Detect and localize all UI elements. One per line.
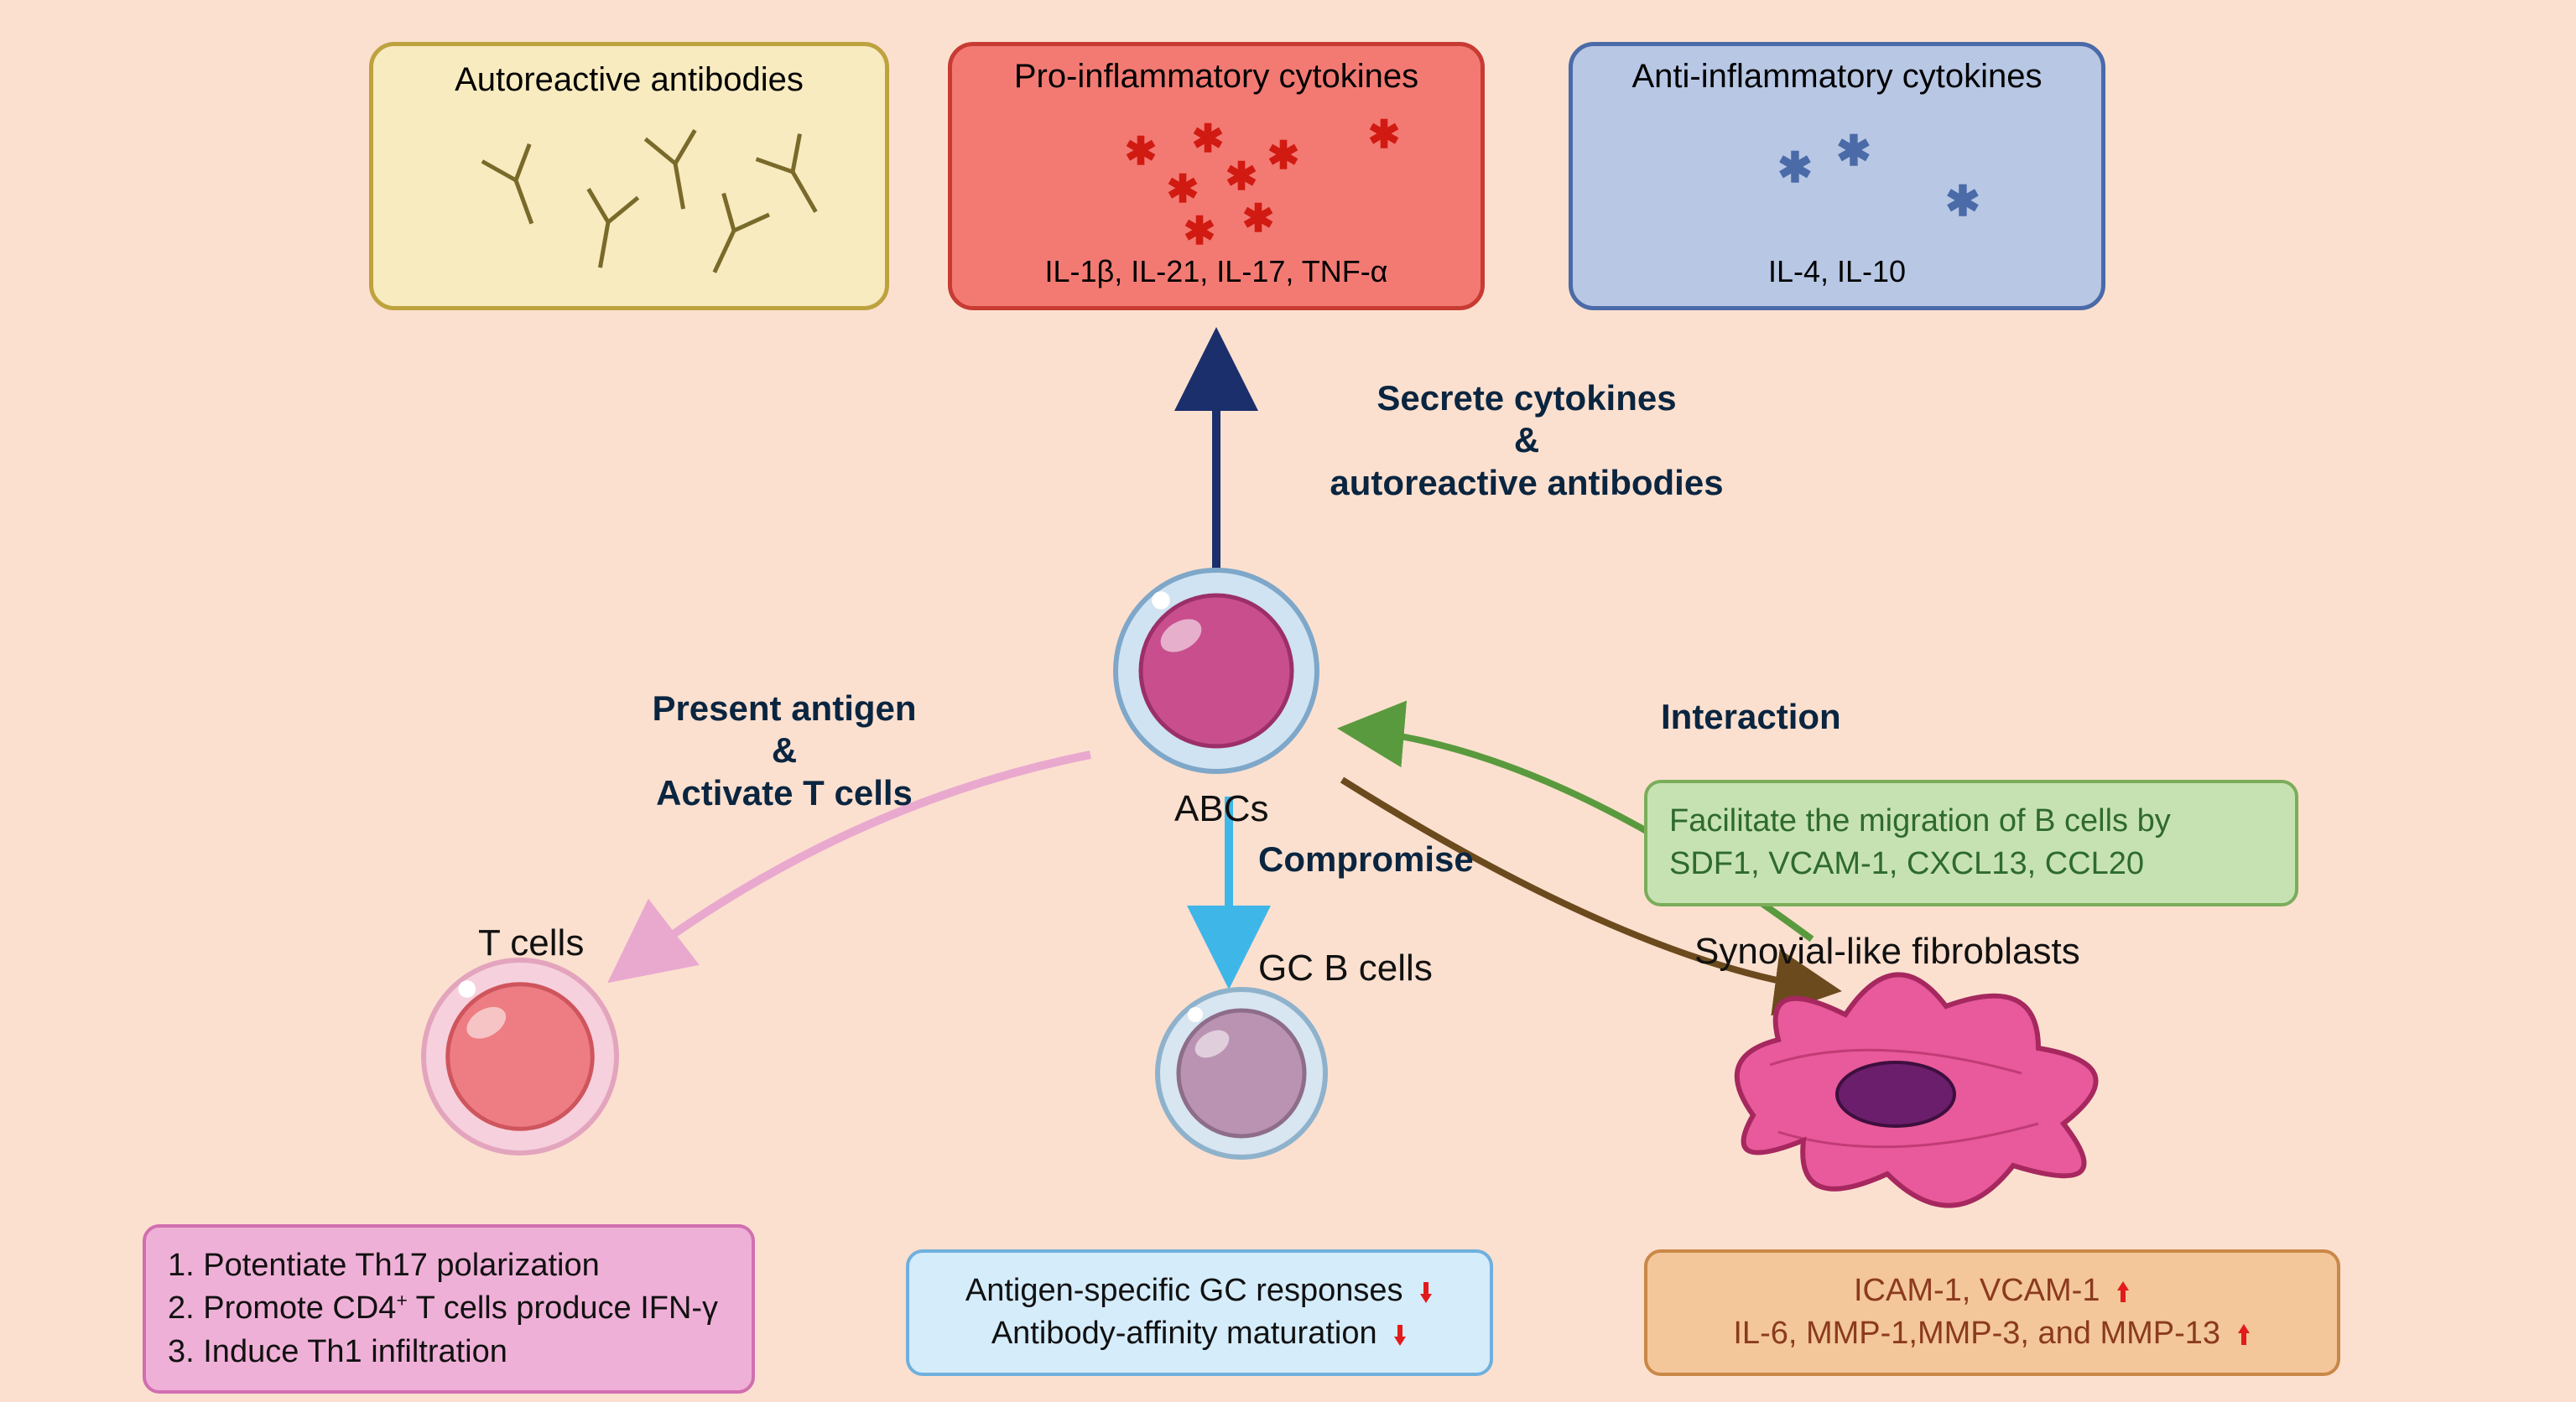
green-line1: Facilitate the migration of B cells by	[1669, 800, 2273, 843]
green-migration-box: Facilitate the migration of B cells by S…	[1644, 780, 2298, 906]
label-interaction: Interaction	[1661, 696, 1841, 738]
effect-box-gc: Antigen-specific GC responses Antibody-a…	[906, 1249, 1493, 1376]
box-autoreactive-antibodies: Autoreactive antibodies	[369, 42, 889, 310]
box-pro-title: Pro-inflammatory cytokines	[952, 58, 1481, 96]
box-anti-sub: IL-4, IL-10	[1573, 254, 2101, 289]
cell-t	[415, 952, 625, 1161]
label-compromise: Compromise	[1258, 839, 1474, 880]
label-secrete: Secrete cytokines & autoreactive antibod…	[1309, 377, 1745, 504]
cell-fibroblast	[1703, 948, 2139, 1233]
box-pro-inflammatory: Pro-inflammatory cytokines IL-1β, IL-21,…	[948, 42, 1485, 310]
green-line2: SDF1, VCAM-1, CXCL13, CCL20	[1669, 843, 2273, 885]
effect-box-fibro: ICAM-1, VCAM-1 IL-6, MMP-1,MMP-3, and MM…	[1644, 1249, 2340, 1376]
cell-abc	[1107, 562, 1325, 780]
cell-gc-label: GC B cells	[1258, 948, 1433, 989]
cell-gc	[1149, 981, 1334, 1166]
box-anti-inflammatory: Anti-inflammatory cytokines IL-4, IL-10	[1569, 42, 2105, 310]
cell-fibro-label: Synovial-like fibroblasts	[1694, 931, 2080, 973]
cell-abc-label: ABCs	[1174, 788, 1268, 830]
label-present: Present antigen & Activate T cells	[604, 688, 965, 814]
box-anti-title: Anti-inflammatory cytokines	[1573, 58, 2101, 96]
antibody-icons	[373, 105, 893, 298]
box-pro-sub: IL-1β, IL-21, IL-17, TNF-α	[952, 254, 1481, 289]
effect-box-tcells: 1. Potentiate Th17 polarization2. Promot…	[143, 1224, 755, 1394]
box-auto-title: Autoreactive antibodies	[373, 61, 885, 99]
cell-t-label: T cells	[478, 922, 584, 964]
